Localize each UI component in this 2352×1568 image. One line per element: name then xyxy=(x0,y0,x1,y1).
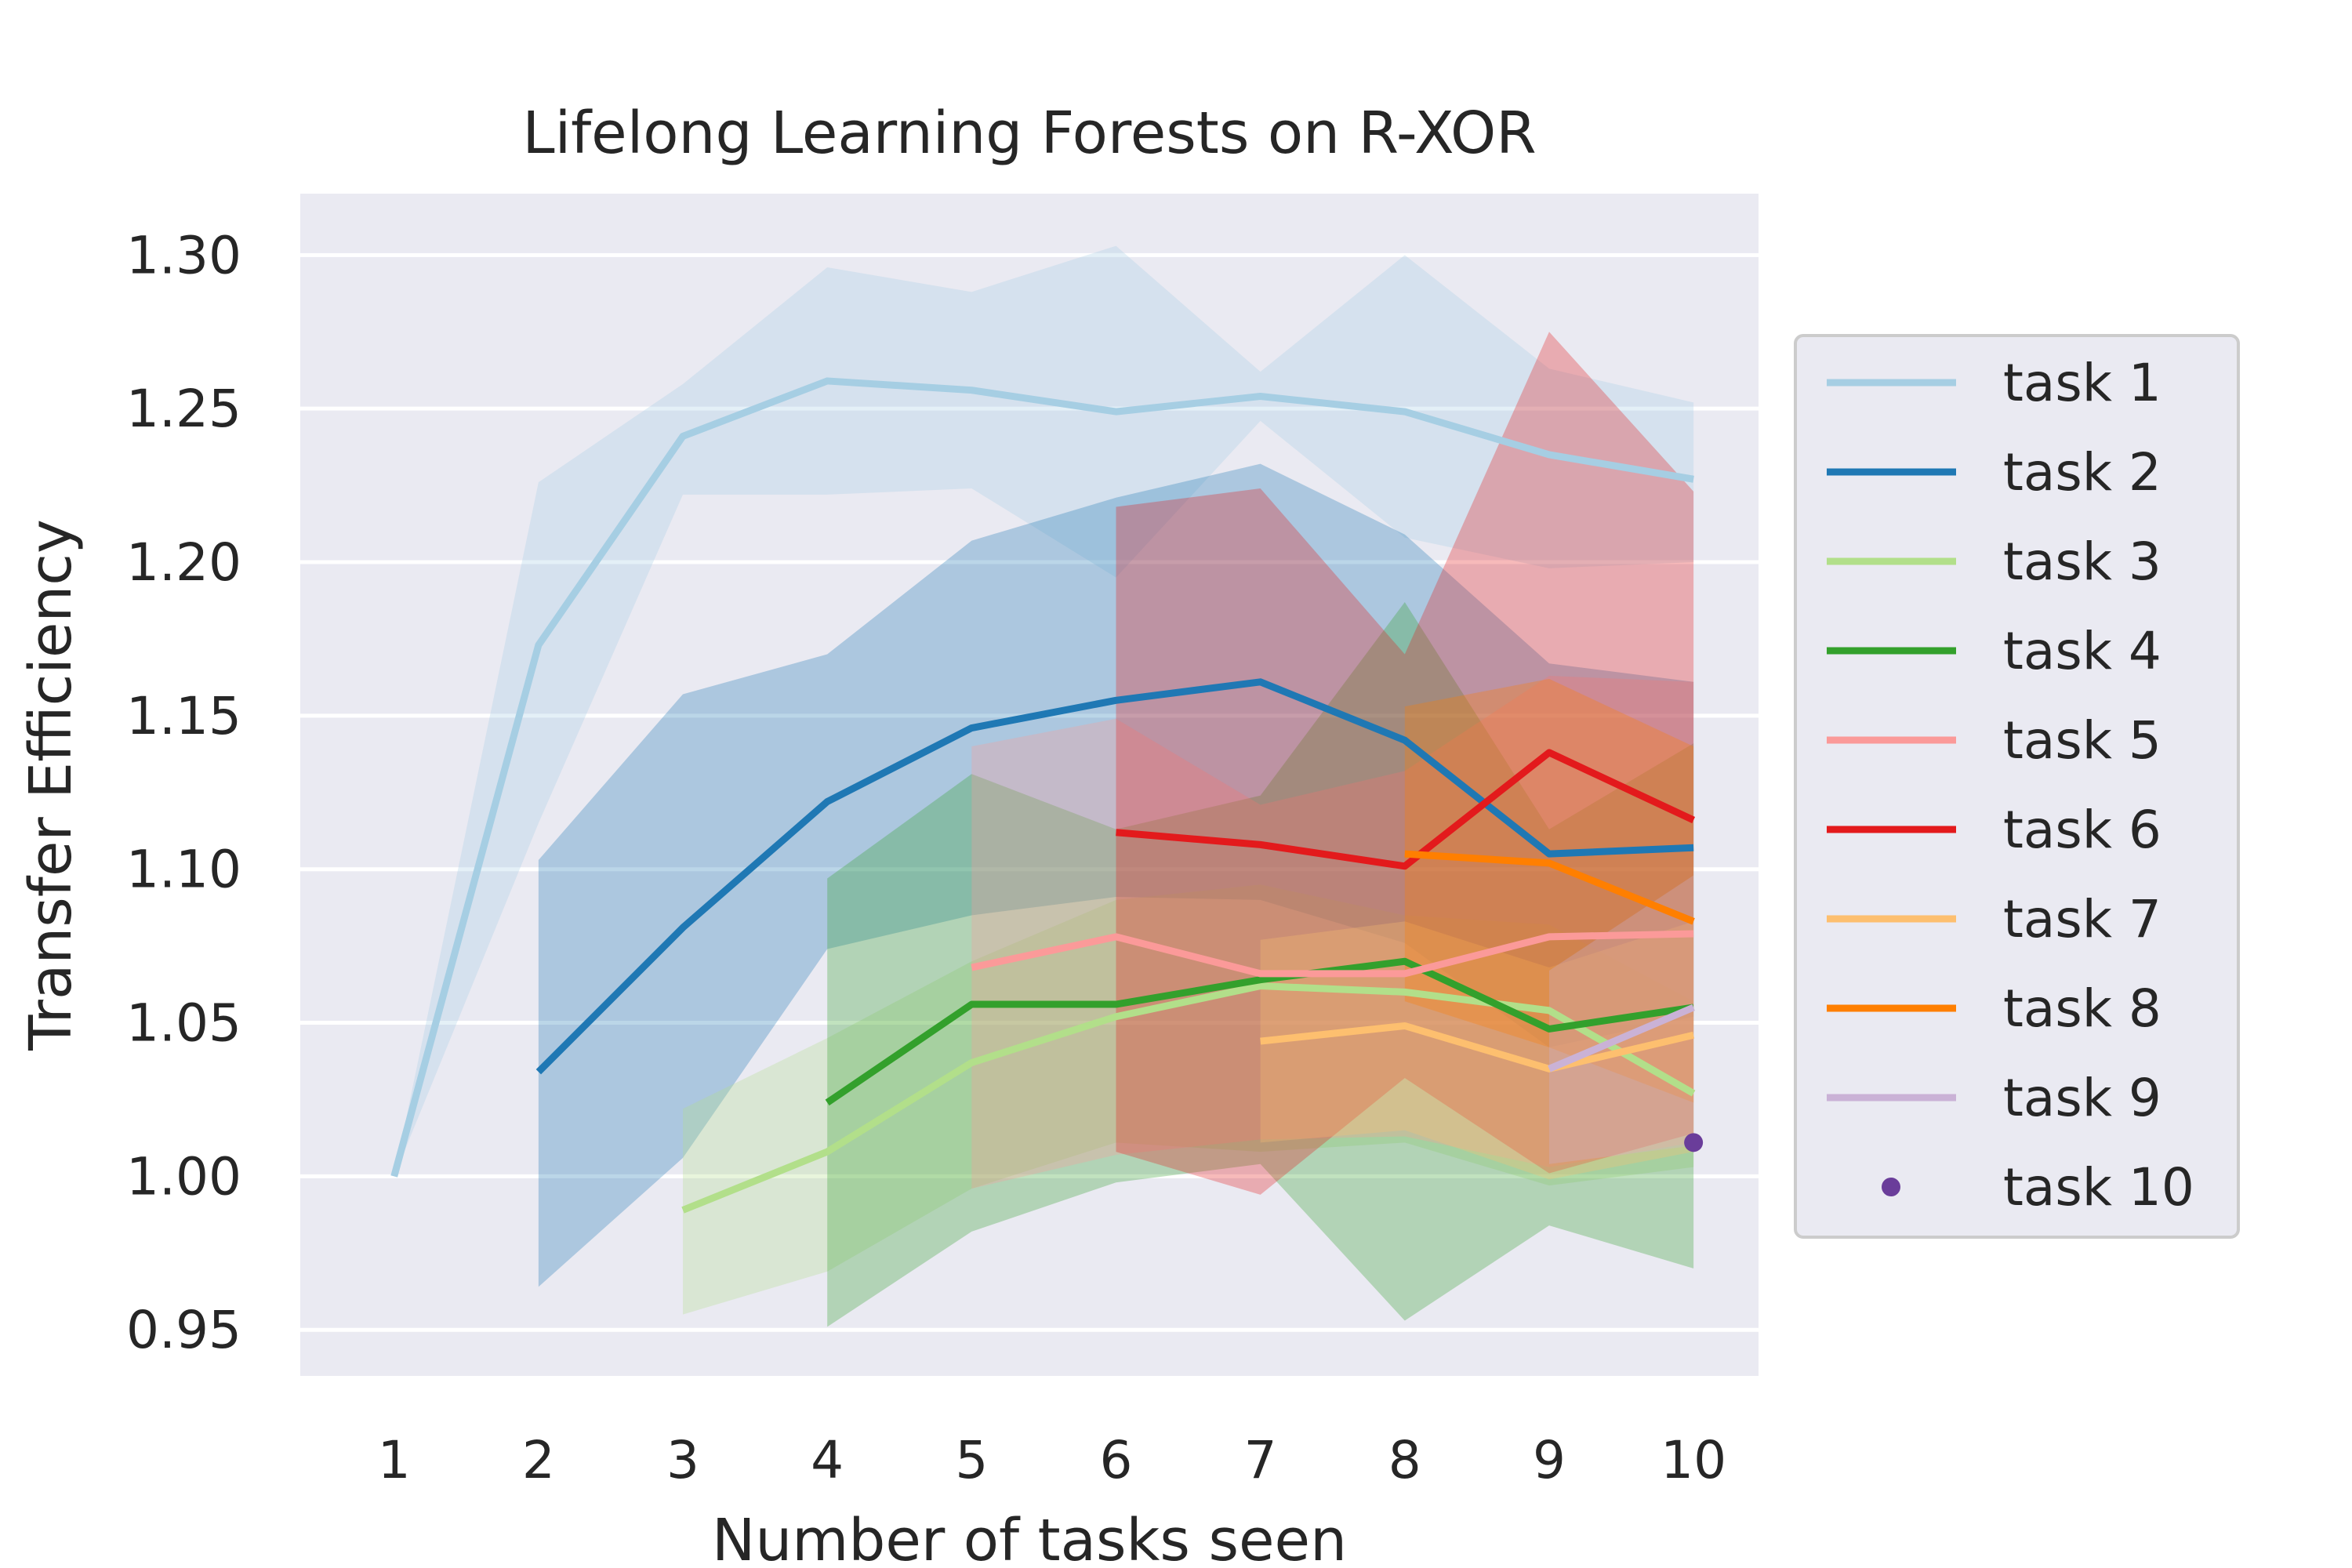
confidence-band-task-1 xyxy=(394,245,1694,1177)
series-line-task-2 xyxy=(535,678,1694,1075)
legend-label: task 1 xyxy=(2003,353,2161,413)
legend-label: task 6 xyxy=(2003,800,2161,860)
legend-label: task 9 xyxy=(2003,1068,2161,1128)
x-tick-label: 5 xyxy=(955,1430,988,1490)
y-axis-label: Transfer Efficiency xyxy=(17,519,85,1051)
series-line-task-7 xyxy=(1260,1022,1695,1073)
series-line-task-9 xyxy=(1548,1004,1695,1073)
y-tick-label: 0.95 xyxy=(126,1300,241,1360)
y-tick-label: 1.10 xyxy=(126,840,241,900)
y-tick-labels: 0.95 1.00 1.05 1.10 1.15 1.20 1.25 1.30 xyxy=(126,225,241,1360)
x-tick-label: 7 xyxy=(1244,1430,1277,1490)
y-tick-label: 1.00 xyxy=(126,1146,241,1207)
series-line-task-3 xyxy=(681,982,1696,1214)
confidence-band-task-4 xyxy=(827,601,1694,1327)
y-tick-label: 1.30 xyxy=(126,225,241,285)
x-tick-label: 6 xyxy=(1099,1430,1132,1490)
x-tick-label: 4 xyxy=(811,1430,844,1490)
legend-label: task 5 xyxy=(2003,710,2161,771)
legend-label: task 7 xyxy=(2003,889,2161,949)
plot-area xyxy=(300,194,1759,1376)
chart-title: Lifelong Learning Forests on R-XOR xyxy=(522,100,1536,167)
series-lines xyxy=(390,377,1704,1214)
legend-label: task 3 xyxy=(2003,532,2161,592)
legend-label: task 8 xyxy=(2003,978,2161,1039)
legend: task 1 task 2 task 3 task 4 task 5 task 6 task… xyxy=(1794,334,2240,1239)
series-line-task-8 xyxy=(1404,850,1695,925)
gridlines xyxy=(300,252,1759,1332)
x-tick-label: 10 xyxy=(1661,1430,1726,1490)
x-tick-label: 3 xyxy=(666,1430,699,1490)
y-tick-label: 1.15 xyxy=(126,686,241,746)
x-tick-label: 8 xyxy=(1388,1430,1421,1490)
x-tick-labels: 1 2 3 4 5 6 7 8 9 10 xyxy=(378,1430,1726,1490)
series-line-task-1 xyxy=(390,377,1694,1178)
y-tick-label: 1.05 xyxy=(126,993,241,1054)
legend-label: task 4 xyxy=(2003,621,2161,681)
x-tick-label: 9 xyxy=(1533,1430,1566,1490)
y-tick-label: 1.20 xyxy=(126,532,241,593)
series-point-task-10 xyxy=(1684,1133,1704,1152)
x-tick-label: 2 xyxy=(522,1430,555,1490)
legend-label: task 10 xyxy=(2003,1157,2194,1218)
series-line-task-5 xyxy=(971,930,1694,978)
x-tick-label: 1 xyxy=(378,1430,411,1490)
series-line-task-4 xyxy=(825,957,1694,1106)
x-axis-label: Number of tasks seen xyxy=(712,1507,1347,1568)
series-line-task-6 xyxy=(1116,749,1696,870)
legend-items: task 1 task 2 task 3 task 4 task 5 task 6 task… xyxy=(1827,353,2194,1218)
confidence-band-task-2 xyxy=(538,463,1694,1287)
y-tick-label: 1.25 xyxy=(126,379,241,439)
legend-swatch xyxy=(1882,1178,1900,1196)
confidence-band-task-3 xyxy=(683,884,1694,1315)
legend-label: task 2 xyxy=(2003,442,2161,503)
